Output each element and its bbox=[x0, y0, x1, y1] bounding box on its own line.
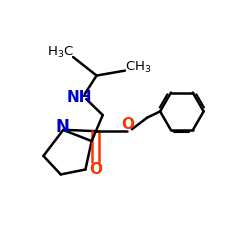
Text: H$_3$C: H$_3$C bbox=[47, 45, 74, 60]
Text: N: N bbox=[56, 118, 70, 136]
Text: NH: NH bbox=[66, 90, 92, 105]
Text: O: O bbox=[121, 117, 134, 132]
Text: CH$_3$: CH$_3$ bbox=[124, 60, 151, 75]
Text: O: O bbox=[89, 162, 102, 176]
